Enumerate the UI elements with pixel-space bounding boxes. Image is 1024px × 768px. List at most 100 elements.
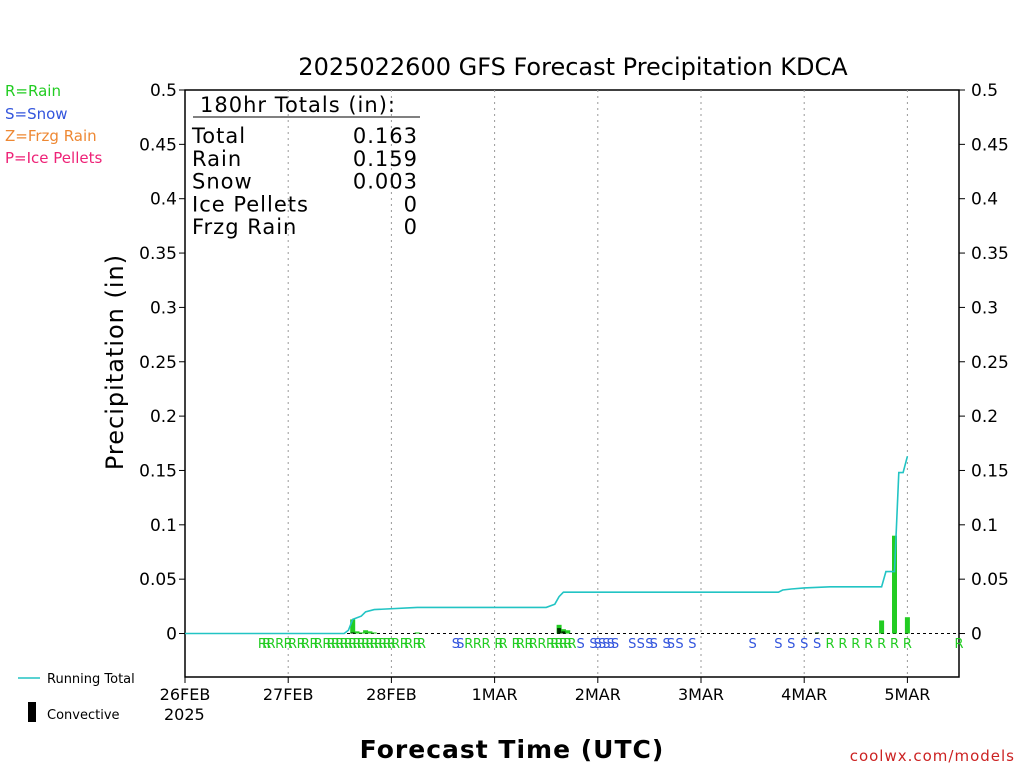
snow-marker: S bbox=[675, 637, 683, 652]
rain-marker: R bbox=[825, 637, 834, 652]
rain-marker: R bbox=[258, 637, 267, 652]
snow-marker: S bbox=[774, 637, 782, 652]
x-gridlines bbox=[287, 90, 908, 677]
convective-bar bbox=[561, 631, 566, 634]
running-total-line bbox=[185, 456, 909, 635]
rain-marker: R bbox=[309, 637, 318, 652]
snow-marker: S bbox=[628, 637, 636, 652]
y-tick-label-right: 0.05 bbox=[971, 570, 1009, 590]
snow-marker: S bbox=[650, 637, 658, 652]
rain-marker: R bbox=[494, 637, 503, 652]
y-tick-label-right: 0.5 bbox=[971, 81, 998, 101]
snow-marker: S bbox=[688, 637, 696, 652]
y-tick-label-right: 0.3 bbox=[971, 298, 998, 318]
totals-label: Snow bbox=[192, 170, 253, 194]
snow-marker: S bbox=[594, 637, 602, 652]
precip-bar bbox=[358, 632, 364, 634]
snow-marker: S bbox=[452, 637, 460, 652]
x-axis-label: Forecast Time (UTC) bbox=[360, 735, 665, 764]
y-tick-label-left: 0.5 bbox=[150, 81, 177, 101]
rain-marker: R bbox=[481, 637, 490, 652]
snow-marker: S bbox=[800, 637, 808, 652]
y-tick-label-left: 0.15 bbox=[139, 461, 177, 481]
rain-marker: R bbox=[524, 637, 533, 652]
y-tick-label-right: 0.15 bbox=[971, 461, 1009, 481]
convective-bar bbox=[815, 632, 820, 634]
y-axis-right: 0 0.05 0.1 0.15 0.2 0.25 0.3 0.35 0.4 0.45 0.5 bbox=[959, 81, 1009, 645]
type-legend-snow: S=Snow bbox=[5, 105, 68, 123]
convective-bar bbox=[557, 628, 562, 634]
rain-marker: R bbox=[499, 637, 508, 652]
totals-label: Ice Pellets bbox=[192, 192, 309, 216]
y-tick-label-right: 0.45 bbox=[971, 135, 1009, 155]
rain-marker: R bbox=[387, 637, 396, 652]
x-tick-label: 4MAR bbox=[781, 685, 827, 704]
rain-marker: R bbox=[383, 637, 392, 652]
type-legend: R=Rain S=Snow Z=Frzg Rain P=Ice Pellets bbox=[5, 82, 102, 167]
rain-marker: R bbox=[559, 637, 568, 652]
totals-value: 0 bbox=[404, 215, 418, 239]
y-tick-label-right: 0.4 bbox=[971, 190, 998, 210]
convective-swatch bbox=[28, 702, 36, 722]
y-tick-label-left: 0.1 bbox=[150, 516, 177, 536]
rain-marker: R bbox=[877, 637, 886, 652]
x-axis: 26FEB 27FEB 28FEB 1MAR 2MAR 3MAR 4MAR 5MAR bbox=[160, 677, 930, 704]
snow-marker: S bbox=[607, 637, 615, 652]
x-tick-label: 26FEB bbox=[160, 685, 211, 704]
y-tick-label-left: 0.35 bbox=[139, 244, 177, 264]
rain-marker: R bbox=[391, 637, 400, 652]
precip-bar bbox=[892, 535, 897, 634]
convective-bar bbox=[350, 632, 355, 634]
rain-marker: R bbox=[361, 637, 370, 652]
rain-marker: R bbox=[413, 637, 422, 652]
rain-marker: R bbox=[473, 637, 482, 652]
y-tick-label-left: 0.45 bbox=[139, 135, 177, 155]
snow-marker: S bbox=[748, 637, 756, 652]
rain-marker: R bbox=[555, 637, 564, 652]
credit-text: coolwx.com/models bbox=[850, 747, 1015, 765]
y-tick-label-left: 0.3 bbox=[150, 298, 177, 318]
precip-bar bbox=[879, 620, 885, 634]
rain-marker: R bbox=[516, 637, 525, 652]
type-legend-ice-pellets: P=Ice Pellets bbox=[5, 149, 102, 167]
rain-marker: R bbox=[890, 637, 899, 652]
chart-title: 2025022600 GFS Forecast Precipitation KD… bbox=[298, 53, 848, 81]
rain-marker: R bbox=[365, 637, 374, 652]
y-axis-left: 0 0.05 0.1 0.15 0.2 0.25 0.3 0.35 0.4 0.45 0.5 bbox=[139, 81, 185, 645]
x-tick-label: 3MAR bbox=[678, 685, 724, 704]
rain-marker: R bbox=[378, 637, 387, 652]
rain-marker: R bbox=[322, 637, 331, 652]
totals-label: Total bbox=[191, 124, 246, 148]
rain-marker: R bbox=[344, 637, 353, 652]
totals-value: 0 bbox=[404, 192, 418, 216]
precip-bar bbox=[904, 617, 910, 634]
y-tick-label-left: 0.05 bbox=[139, 570, 177, 590]
rain-marker: R bbox=[374, 637, 383, 652]
rain-marker: R bbox=[550, 637, 559, 652]
y-tick-label-right: 0.25 bbox=[971, 353, 1009, 373]
rain-marker: R bbox=[301, 637, 310, 652]
rain-marker: R bbox=[314, 637, 323, 652]
rain-marker: R bbox=[546, 637, 555, 652]
rain-marker: R bbox=[864, 637, 873, 652]
precip-bar bbox=[371, 632, 377, 634]
snow-marker: S bbox=[611, 637, 619, 652]
rain-marker: R bbox=[357, 637, 366, 652]
snow-marker: S bbox=[813, 637, 821, 652]
rain-marker: R bbox=[537, 637, 546, 652]
totals-value: 0.159 bbox=[353, 147, 418, 171]
rain-marker: R bbox=[529, 637, 538, 652]
snow-marker: S bbox=[576, 637, 584, 652]
precip-bar bbox=[414, 632, 420, 634]
totals-value: 0.003 bbox=[353, 170, 418, 194]
rain-marker: R bbox=[567, 637, 576, 652]
totals-label: Frzg Rain bbox=[192, 215, 297, 239]
snow-marker: S bbox=[637, 637, 645, 652]
snow-marker: S bbox=[598, 637, 606, 652]
y-tick-label-left: 0.25 bbox=[139, 353, 177, 373]
rain-marker: R bbox=[266, 637, 275, 652]
rain-marker: R bbox=[288, 637, 297, 652]
snow-marker: S bbox=[602, 637, 610, 652]
y-tick-label-left: 0 bbox=[166, 625, 177, 645]
